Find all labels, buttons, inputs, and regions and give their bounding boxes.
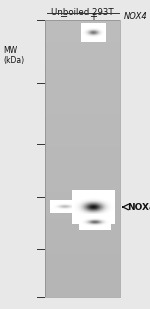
FancyBboxPatch shape <box>45 297 120 309</box>
FancyBboxPatch shape <box>45 20 120 297</box>
Text: NOX4: NOX4 <box>124 12 147 21</box>
Text: 55: 55 <box>26 245 35 254</box>
Text: 43: 43 <box>26 292 35 301</box>
Text: −: − <box>60 12 69 22</box>
Text: 95: 95 <box>26 139 35 148</box>
Text: +: + <box>89 12 97 22</box>
Text: 180: 180 <box>21 15 35 25</box>
Text: Unboiled 293T: Unboiled 293T <box>51 8 114 17</box>
FancyBboxPatch shape <box>0 0 45 309</box>
Text: MW
(kDa): MW (kDa) <box>3 46 24 65</box>
FancyBboxPatch shape <box>120 0 150 309</box>
Text: 130: 130 <box>21 78 35 87</box>
FancyBboxPatch shape <box>45 0 120 20</box>
Text: NOX4: NOX4 <box>127 202 150 212</box>
Text: 72: 72 <box>26 193 35 201</box>
